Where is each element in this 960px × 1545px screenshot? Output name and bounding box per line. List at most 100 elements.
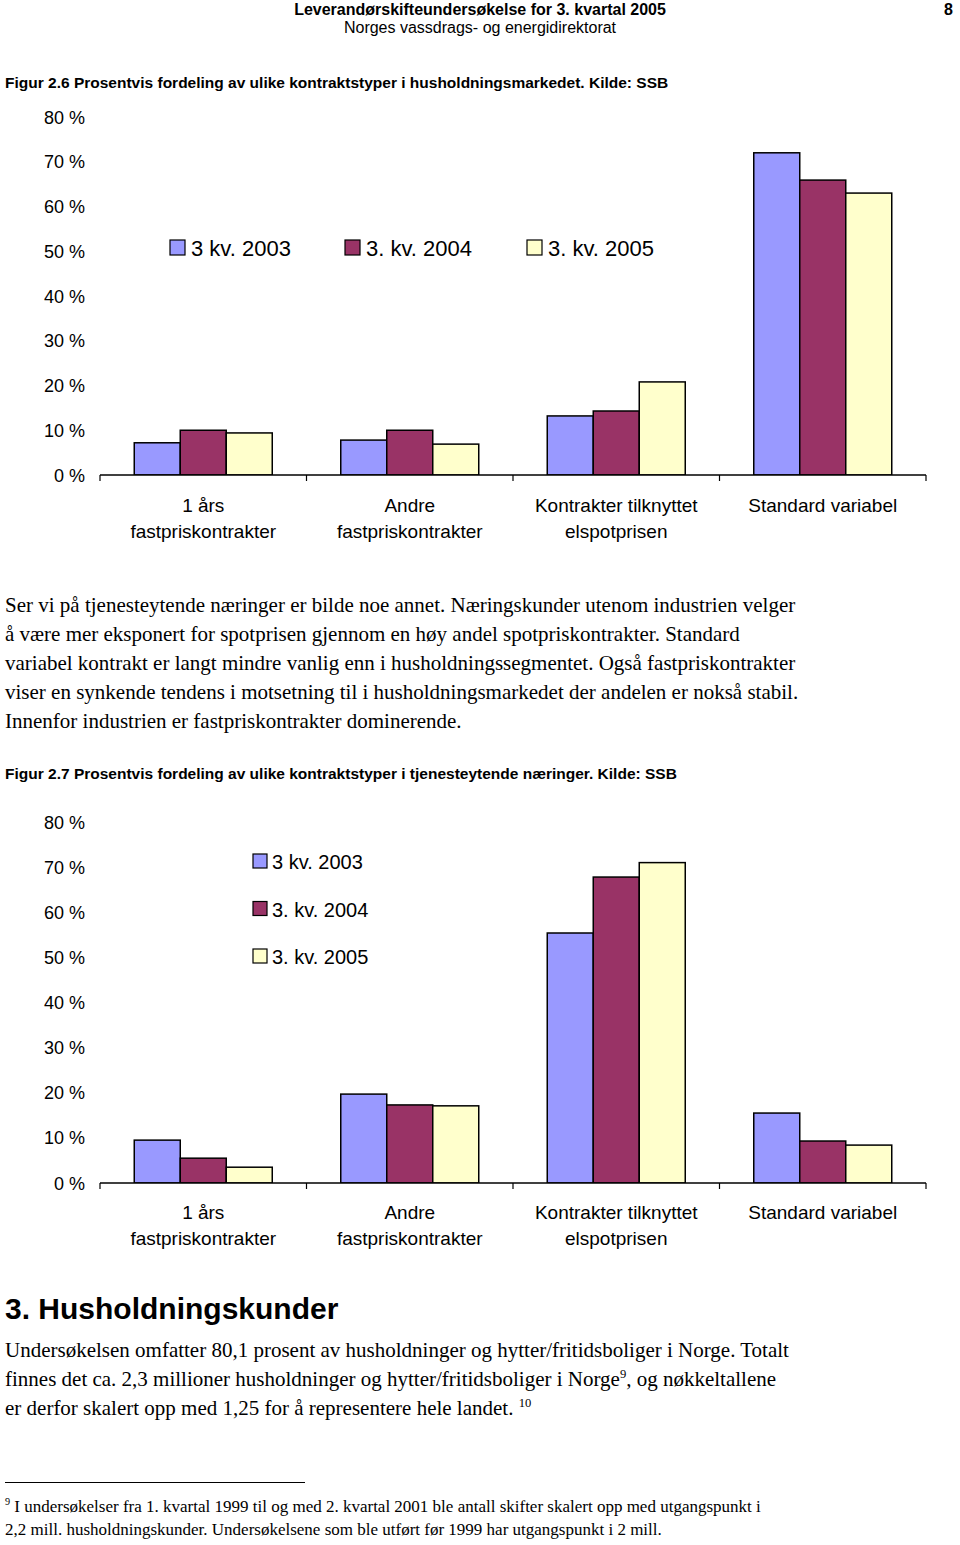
legend-label: 3. kv. 2005 — [548, 236, 654, 261]
x-axis-divider — [925, 1183, 926, 1189]
y-tick-label: 30 % — [44, 1038, 85, 1058]
y-tick-label: 30 % — [44, 331, 85, 351]
bar — [800, 1141, 846, 1183]
footnote-line: 2,2 mill. husholdningskunder. Undersøkel… — [5, 1519, 662, 1541]
chart: Figur 2.6 Prosentvis fordeling av ulike … — [5, 74, 926, 542]
x-tick-label: Kontrakter tilknyttetelspotprisen — [535, 495, 698, 542]
footnote-ref: 10 — [519, 1396, 532, 1410]
y-tick-label: 20 % — [44, 1083, 85, 1103]
legend-label: 3 kv. 2003 — [191, 236, 291, 261]
text-run: finnes det ca. 2,3 millioner husholdning… — [5, 1367, 620, 1391]
text-run: Undersøkelsen omfatter 80,1 prosent av h… — [5, 1338, 789, 1362]
label-line: Standard variabel — [748, 495, 897, 516]
bar — [754, 1113, 800, 1183]
y-tick-label: 10 % — [44, 1128, 85, 1148]
legend-swatch — [170, 240, 185, 255]
x-tick-label: Andre fastpriskontrakter — [337, 495, 483, 542]
y-tick-label: 80 % — [44, 813, 85, 833]
label-line: Andre — [384, 495, 435, 516]
x-axis-divider — [512, 475, 513, 481]
legend: 3 kv. 2003 3. kv. 2004 3. kv. 2005 — [170, 236, 654, 261]
header-organization: Norges vassdrags- og energidirektorat — [0, 18, 960, 38]
x-tick-label: Standard variabel — [748, 1202, 897, 1223]
x-axis-divider — [719, 475, 720, 481]
y-tick-label: 70 % — [44, 152, 85, 172]
bar — [341, 1094, 387, 1183]
y-tick-label: 70 % — [44, 858, 85, 878]
x-tick-label: Standard variabel — [748, 495, 897, 516]
y-tick-label: 40 % — [44, 993, 85, 1013]
chart: Figur 2.7 Prosentvis fordeling av ulike … — [5, 765, 926, 1249]
section-heading: 3. Husholdningskunder — [5, 1291, 338, 1327]
x-axis-divider — [99, 1183, 100, 1189]
section-line: er derfor skalert opp med 1,25 for å rep… — [5, 1395, 531, 1421]
y-tick-label: 50 % — [44, 948, 85, 968]
y-tick-label: 80 % — [44, 108, 85, 128]
bar — [226, 433, 272, 475]
footnote-number: 9 — [5, 1496, 10, 1507]
legend-swatch — [253, 902, 267, 916]
x-axis-divider — [512, 1183, 513, 1189]
y-tick-label: 40 % — [44, 287, 85, 307]
x-axis-divider — [306, 1183, 307, 1189]
x-tick-label: Kontrakter tilknyttetelspotprisen — [535, 1202, 698, 1249]
bar — [639, 382, 685, 475]
label-line: Kontrakter tilknyttet — [535, 495, 698, 516]
y-tick-label: 0 % — [54, 466, 85, 486]
label-line: Standard variabel — [748, 1202, 897, 1223]
bar — [180, 1158, 226, 1183]
label-line: fastpriskontrakter — [337, 521, 483, 542]
x-tick-label: 1 års fastpriskontrakter — [130, 495, 276, 542]
page-number: 8 — [944, 0, 953, 20]
x-axis-divider — [925, 475, 926, 481]
section-line: Undersøkelsen omfatter 80,1 prosent av h… — [5, 1337, 789, 1363]
legend-label: 3. kv. 2004 — [272, 899, 368, 921]
bar — [846, 193, 892, 475]
paragraph-line: Ser vi på tjenesteytende næringer er bil… — [5, 592, 795, 618]
bar — [754, 153, 800, 475]
y-tick-label: 0 % — [54, 1174, 85, 1194]
bar — [547, 933, 593, 1183]
bar — [226, 1167, 272, 1183]
legend-swatch — [253, 949, 267, 963]
bar — [846, 1145, 892, 1183]
bar — [800, 180, 846, 475]
y-tick-label: 20 % — [44, 376, 85, 396]
legend-label: 3. kv. 2005 — [272, 946, 368, 968]
paragraph-line: viser en synkende tendens i motsetning t… — [5, 679, 798, 705]
paragraph-line: Innenfor industrien er fastpriskontrakte… — [5, 708, 462, 734]
x-axis-divider — [99, 475, 100, 481]
x-axis-divider — [306, 475, 307, 481]
text-run: er derfor skalert opp med 1,25 for å rep… — [5, 1396, 519, 1420]
bar — [387, 430, 433, 475]
x-tick-label: Andrefastpriskontrakter — [337, 1202, 483, 1249]
legend-swatch — [527, 240, 542, 255]
bar — [433, 444, 479, 475]
label-line: Kontrakter tilknyttet — [535, 1202, 698, 1223]
label-line: fastpriskontrakter — [337, 1228, 483, 1249]
chart-title: Figur 2.6 Prosentvis fordeling av ulike … — [5, 74, 668, 91]
footnote-ref: 9 — [620, 1367, 626, 1381]
paragraph-line: variabel kontrakt er langt mindre vanlig… — [5, 650, 795, 676]
chart-title: Figur 2.7 Prosentvis fordeling av ulike … — [5, 765, 677, 782]
label-line: 1 års — [182, 495, 224, 516]
legend-label: 3 kv. 2003 — [272, 851, 363, 873]
header-title: Leverandørskifteundersøkelse for 3. kvar… — [0, 0, 960, 20]
label-line: fastpriskontrakter — [130, 1228, 276, 1249]
legend-label: 3. kv. 2004 — [366, 236, 472, 261]
bar — [593, 877, 639, 1183]
bar — [387, 1105, 433, 1183]
footnote-separator — [5, 1482, 305, 1483]
footnote-text: 2,2 mill. husholdningskunder. Undersøkel… — [5, 1520, 662, 1539]
label-line: fastpriskontrakter — [130, 521, 276, 542]
y-tick-label: 50 % — [44, 242, 85, 262]
bars — [134, 863, 892, 1183]
bar — [547, 416, 593, 475]
bar — [134, 1140, 180, 1183]
section-line: finnes det ca. 2,3 millioner husholdning… — [5, 1366, 776, 1392]
legend-swatch — [345, 240, 360, 255]
bar — [593, 411, 639, 475]
y-tick-label: 60 % — [44, 197, 85, 217]
legend: 3 kv. 2003 3. kv. 2004 3. kv. 2005 — [253, 851, 368, 968]
label-line: 1 års — [182, 1202, 224, 1223]
